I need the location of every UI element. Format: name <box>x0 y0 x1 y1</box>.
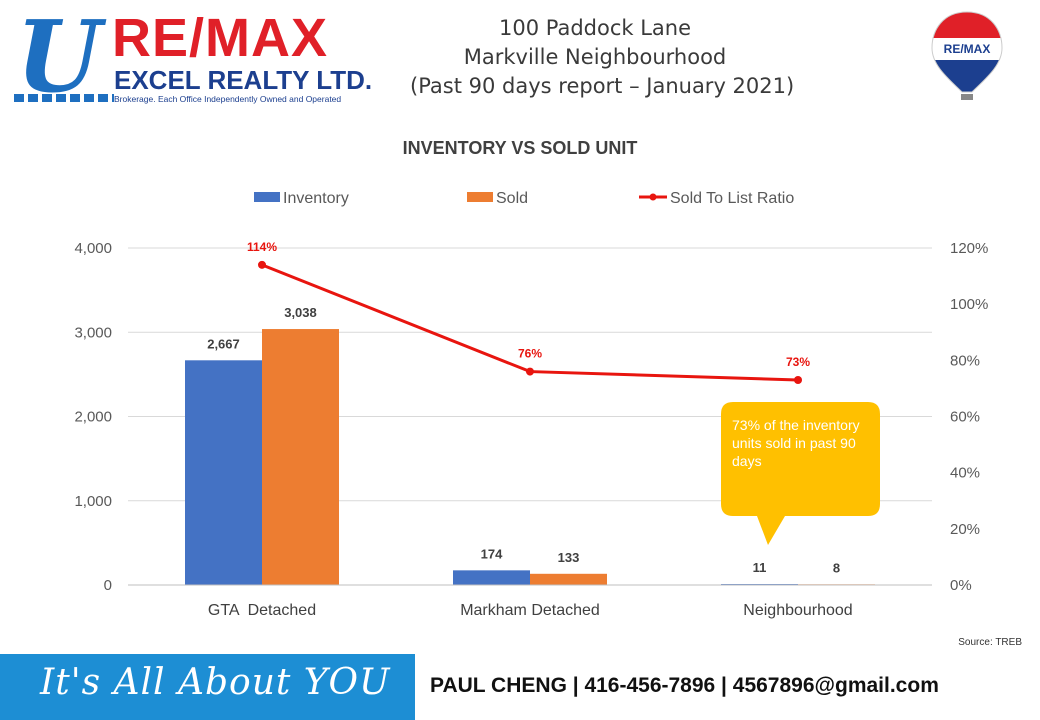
contact-panel <box>415 654 1040 720</box>
logo-office: EXCEL REALTY LTD. <box>114 65 373 95</box>
callout-shape <box>721 402 880 545</box>
x-tick-label: GTA Detached <box>208 602 316 619</box>
y-tick-label: 0 <box>104 577 112 594</box>
bar-inventory <box>185 360 262 585</box>
chart-area: INVENTORY VS SOLD UNIT Inventory Sold Sold… <box>0 118 1040 654</box>
inventory-vs-sold-chart: INVENTORY VS SOLD UNIT Inventory Sold Sold… <box>74 138 988 619</box>
bar-data-label: 8 <box>833 560 840 575</box>
y-tick-label: 3,000 <box>74 324 112 341</box>
y2-tick-label: 40% <box>950 465 980 482</box>
bar-inventory <box>453 570 530 585</box>
ratio-point <box>526 367 534 376</box>
y2-tick-label: 60% <box>950 409 980 426</box>
y2-tick-label: 80% <box>950 352 980 369</box>
y2-tick-label: 100% <box>950 296 988 313</box>
remax-excel-logo: U RE/MAX EXCEL REALTY LTD. Brokerage. Ea… <box>10 8 380 108</box>
x-axis: GTA Detached Markham Detached Neighbourhoo… <box>128 584 932 619</box>
bar-data-label: 174 <box>481 546 503 561</box>
y-tick-label: 1,000 <box>74 493 112 510</box>
bar-data-label: 133 <box>558 550 580 565</box>
y2-tick-label: 0% <box>950 577 972 594</box>
y-tick-label: 2,000 <box>74 409 112 426</box>
contact-info: PAUL CHENG | 416-456-7896 | 4567896@gmai… <box>430 674 939 697</box>
y-tick-label: 4,000 <box>74 240 112 257</box>
bar-sold <box>262 329 339 585</box>
bar-sold <box>530 573 607 585</box>
title-line-address: 100 Paddock Lane <box>498 16 692 40</box>
bar-series: 2,667 174 11 3,038 133 8 <box>185 305 875 586</box>
remax-balloon-icon: RE/MAX <box>931 11 1003 100</box>
balloon-label: RE/MAX <box>944 42 991 56</box>
ratio-point <box>258 260 266 269</box>
ratio-point <box>794 375 802 384</box>
legend-marker-ratio <box>649 193 657 201</box>
logo-brand: RE/MAX <box>112 8 329 68</box>
ratio-data-label: 76% <box>518 347 542 361</box>
legend-swatch-inventory <box>254 192 280 202</box>
y-axis-left: 0 1,000 2,000 3,000 4,000 <box>74 240 112 594</box>
chart-title: INVENTORY VS SOLD UNIT <box>403 138 638 158</box>
callout-text: 73% of the inventory units sold in past … <box>732 417 860 469</box>
footer-banner: It's All About YOU PAUL CHENG | 416-456-… <box>0 654 1040 720</box>
header: U RE/MAX EXCEL REALTY LTD. Brokerage. Ea… <box>0 0 1040 118</box>
footer-slogan: It's All About YOU <box>40 662 391 703</box>
logo-u-mark: U <box>16 0 102 115</box>
callout-bubble <box>721 402 880 545</box>
ratio-line-series: 114% 76% 73% <box>247 240 810 384</box>
chart-legend: Inventory Sold Sold To List Ratio <box>254 190 794 207</box>
legend-swatch-sold <box>467 192 493 202</box>
x-tick-label: Markham Detached <box>460 602 600 619</box>
ratio-data-label: 73% <box>786 355 810 369</box>
ratio-data-label: 114% <box>247 240 277 254</box>
title-line-period: (Past 90 days report – January 2021) <box>410 74 795 98</box>
legend-label-ratio: Sold To List Ratio <box>670 190 794 207</box>
bar-data-label: 11 <box>753 560 767 575</box>
report-title: 100 Paddock Lane Markville Neighbourhood… <box>410 14 795 101</box>
source-note: Source: TREB <box>958 637 1022 648</box>
logo-tagline: Brokerage. Each Office Independently Own… <box>114 94 342 104</box>
ratio-line <box>261 263 799 382</box>
legend-label-sold: Sold <box>496 190 528 207</box>
y-axis-right: 0% 20% 40% 60% 80% 100% 120% <box>950 240 988 594</box>
bar-data-label: 3,038 <box>284 305 317 320</box>
y2-tick-label: 120% <box>950 240 988 257</box>
legend-label-inventory: Inventory <box>283 190 349 207</box>
bar-data-label: 2,667 <box>207 336 240 351</box>
logo-u-lines <box>14 94 114 102</box>
y2-tick-label: 20% <box>950 521 980 538</box>
title-line-neighbourhood: Markville Neighbourhood <box>463 45 727 69</box>
x-tick-label: Neighbourhood <box>743 602 852 619</box>
